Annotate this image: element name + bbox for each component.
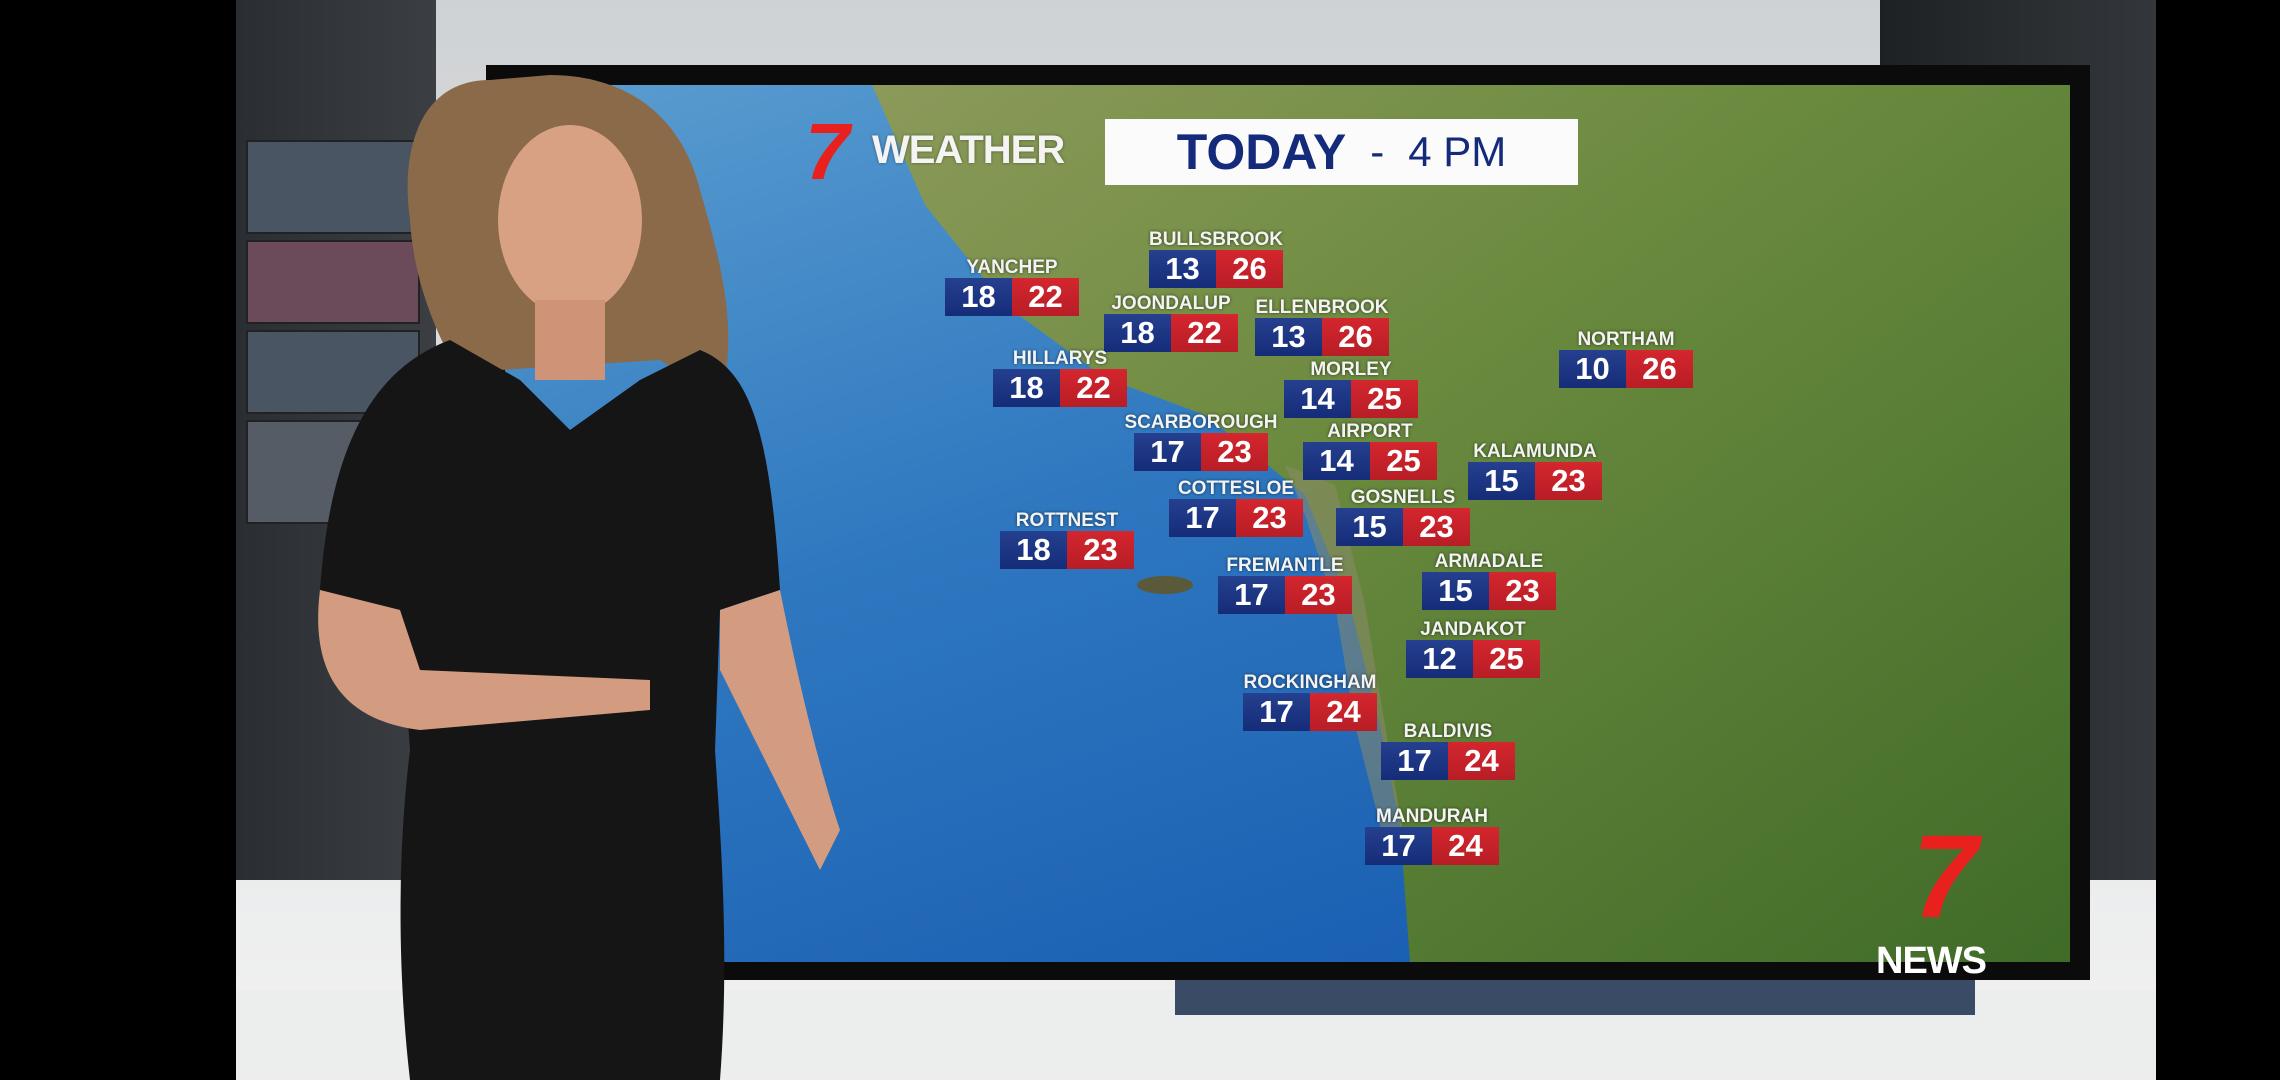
max-temp: 26 — [1216, 250, 1283, 288]
min-temp: 13 — [1149, 250, 1216, 288]
station-joondalup: JOONDALUP 18 22 — [1104, 294, 1238, 352]
max-temp: 24 — [1448, 742, 1515, 780]
max-temp: 23 — [1403, 508, 1470, 546]
presenter-neck — [535, 300, 605, 380]
max-temp: 23 — [1535, 462, 1602, 500]
title-time: 4 PM — [1408, 128, 1507, 175]
max-temp: 23 — [1285, 576, 1352, 614]
station-rockingham: ROCKINGHAM 17 24 — [1243, 673, 1377, 731]
station-bullsbrook: BULLSBROOK 13 26 — [1149, 230, 1283, 288]
station-name: SCARBOROUGH — [1124, 412, 1278, 433]
max-temp: 25 — [1473, 640, 1540, 678]
presenter — [318, 75, 840, 1080]
seven-logo-icon: 7 — [805, 107, 850, 196]
station-name: ROTTNEST — [1015, 510, 1119, 531]
min-temp: 13 — [1255, 318, 1322, 356]
min-temp: 14 — [1303, 442, 1370, 480]
max-temp: 24 — [1310, 693, 1377, 731]
station-yanchep: YANCHEP 18 22 — [945, 258, 1079, 316]
min-temp: 17 — [1218, 576, 1285, 614]
station-name: GOSNELLS — [1350, 487, 1456, 508]
station-fremantle: FREMANTLE 17 23 — [1218, 556, 1352, 614]
min-temp: 17 — [1134, 433, 1201, 471]
max-temp: 26 — [1322, 318, 1389, 356]
presenter-left-arm — [318, 590, 650, 730]
urban-coastal-strip — [1285, 465, 1405, 845]
station-name: KALAMUNDA — [1473, 441, 1597, 462]
min-temp: 18 — [945, 278, 1012, 316]
station-armadale: ARMADALE 15 23 — [1422, 552, 1556, 610]
max-temp: 22 — [1171, 314, 1238, 352]
station-rottnest: ROTTNEST 18 23 — [1000, 511, 1134, 569]
min-temp: 15 — [1468, 462, 1535, 500]
max-temp: 25 — [1370, 442, 1437, 480]
station-name: JANDAKOT — [1420, 619, 1526, 640]
station-northam: NORTHAM 10 26 — [1559, 330, 1693, 388]
min-temp: 17 — [1243, 693, 1310, 731]
station-name: ELLENBROOK — [1255, 297, 1389, 318]
min-temp: 10 — [1559, 350, 1626, 388]
station-cottesloe: COTTESLOE 17 23 — [1169, 479, 1303, 537]
station-name: AIRPORT — [1327, 421, 1413, 442]
max-temp: 22 — [1060, 369, 1127, 407]
station-name: YANCHEP — [966, 257, 1058, 278]
min-temp: 15 — [1422, 572, 1489, 610]
station-name: ARMADALE — [1434, 551, 1544, 572]
station-name: MANDURAH — [1376, 806, 1488, 827]
station-hillarys: HILLARYS 18 22 — [993, 349, 1127, 407]
background-monitor — [246, 140, 420, 234]
station-jandakot: JANDAKOT 12 25 — [1406, 620, 1540, 678]
station-scarborough: SCARBOROUGH 17 23 — [1124, 413, 1278, 471]
max-temp: 23 — [1067, 531, 1134, 569]
seven-news-logo-icon: 7 — [1912, 811, 1978, 943]
weather-brand: WEATHER — [872, 128, 1065, 172]
min-temp: 12 — [1406, 640, 1473, 678]
land — [872, 85, 2070, 962]
background-monitor — [246, 240, 420, 324]
station-mandurah: MANDURAH 17 24 — [1365, 807, 1499, 865]
station-name: FREMANTLE — [1226, 555, 1344, 576]
max-temp: 24 — [1432, 827, 1499, 865]
min-temp: 17 — [1169, 499, 1236, 537]
min-temp: 17 — [1381, 742, 1448, 780]
title-banner: TODAY - 4 PM — [1105, 119, 1578, 185]
station-name: HILLARYS — [1012, 348, 1108, 369]
station-name: BULLSBROOK — [1148, 229, 1284, 250]
station-morley: MORLEY 14 25 — [1284, 360, 1418, 418]
presenter-face — [498, 125, 642, 315]
station-name: MORLEY — [1310, 359, 1392, 380]
station-name: BALDIVIS — [1403, 721, 1493, 742]
min-temp: 18 — [1000, 531, 1067, 569]
max-temp: 23 — [1489, 572, 1556, 610]
min-temp: 18 — [1104, 314, 1171, 352]
max-temp: 23 — [1201, 433, 1268, 471]
max-temp: 25 — [1351, 380, 1418, 418]
station-name: NORTHAM — [1577, 329, 1675, 350]
min-temp: 15 — [1336, 508, 1403, 546]
min-temp: 14 — [1284, 380, 1351, 418]
max-temp: 26 — [1626, 350, 1693, 388]
rottnest-island — [1137, 576, 1193, 594]
station-airport: AIRPORT 14 25 — [1303, 422, 1437, 480]
station-ellenbrook: ELLENBROOK 13 26 — [1255, 298, 1389, 356]
station-kalamunda: KALAMUNDA 15 23 — [1468, 442, 1602, 500]
station-name: COTTESLOE — [1177, 478, 1295, 499]
station-gosnells: GOSNELLS 15 23 — [1336, 488, 1470, 546]
title-day: TODAY — [1176, 124, 1347, 180]
min-temp: 17 — [1365, 827, 1432, 865]
min-temp: 18 — [993, 369, 1060, 407]
station-name: JOONDALUP — [1111, 293, 1231, 314]
screen-stand — [1175, 975, 1975, 1015]
station-name: ROCKINGHAM — [1243, 672, 1377, 693]
max-temp: 22 — [1012, 278, 1079, 316]
title-separator: - — [1370, 128, 1385, 175]
max-temp: 23 — [1236, 499, 1303, 537]
station-baldivis: BALDIVIS 17 24 — [1381, 722, 1515, 780]
presenter-right-arm — [720, 590, 840, 870]
news-wordmark: NEWS — [1876, 940, 1987, 982]
